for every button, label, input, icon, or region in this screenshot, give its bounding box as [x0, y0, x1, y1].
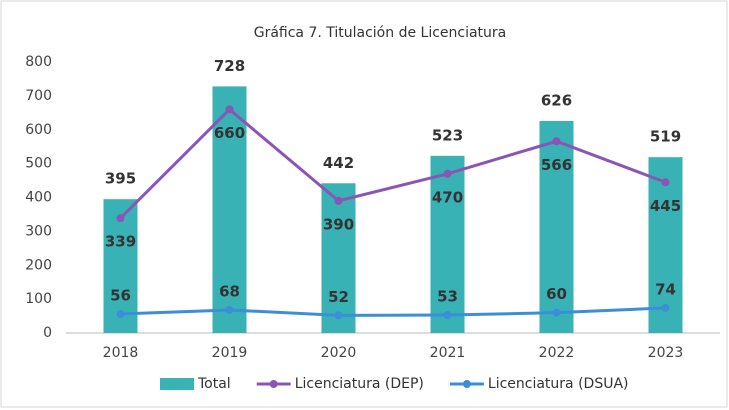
y-tick-label: 400: [25, 190, 52, 206]
point: [443, 169, 452, 178]
y-tick-label: 700: [25, 88, 52, 104]
bar: [321, 183, 356, 333]
point: [443, 311, 452, 320]
point: [225, 105, 234, 114]
value-label: 60: [546, 285, 567, 303]
bar: [212, 86, 247, 333]
value-label: 395: [105, 170, 136, 188]
point: [552, 308, 561, 317]
legend-label: Licenciatura (DSUA): [488, 376, 629, 392]
value-label: 390: [323, 215, 354, 233]
chart-title: Gráfica 7. Titulación de Licenciatura: [254, 25, 507, 41]
legend-label: Licenciatura (DEP): [295, 376, 424, 392]
value-label: 52: [328, 288, 349, 306]
legend-swatch: [269, 380, 278, 388]
value-label: 523: [432, 126, 463, 144]
y-tick-label: 500: [25, 156, 52, 172]
x-tick-label: 2019: [212, 345, 248, 361]
line: [119, 107, 667, 220]
y-tick-label: 0: [43, 325, 52, 341]
bar: [648, 157, 683, 333]
legend-label: Total: [197, 376, 231, 392]
point: [334, 196, 343, 205]
value-label: 660: [214, 124, 245, 142]
y-tick-label: 200: [25, 257, 52, 273]
value-label: 519: [650, 128, 681, 146]
point: [116, 214, 125, 223]
value-label: 339: [105, 233, 136, 251]
x-tick-label: 2018: [103, 345, 139, 361]
value-label: 470: [432, 188, 463, 206]
y-tick-label: 600: [25, 122, 52, 138]
point: [225, 305, 234, 314]
y-tick-label: 100: [25, 291, 52, 307]
value-label: 56: [110, 287, 131, 305]
point: [661, 178, 670, 187]
legend-swatch: [462, 380, 471, 388]
x-tick-label: 2022: [539, 345, 575, 361]
legend-swatch: [160, 378, 194, 390]
y-tick-label: 800: [25, 54, 52, 70]
x-tick-label: 2023: [648, 345, 684, 361]
bar: [539, 120, 574, 333]
value-label: 445: [650, 197, 681, 215]
x-tick-label: 2021: [430, 345, 466, 361]
point: [552, 137, 561, 146]
y-tick-label: 300: [25, 223, 52, 239]
value-label: 626: [541, 91, 572, 109]
point: [116, 310, 125, 319]
value-label: 74: [655, 280, 676, 298]
line: [120, 306, 666, 317]
point: [661, 303, 670, 312]
value-label: 442: [323, 154, 354, 172]
value-label: 53: [437, 288, 458, 306]
bar: [430, 155, 465, 333]
x-tick-label: 2020: [321, 345, 357, 361]
point: [334, 311, 343, 320]
value-label: 566: [541, 156, 572, 174]
value-label: 728: [214, 57, 245, 75]
value-label: 68: [219, 282, 240, 300]
